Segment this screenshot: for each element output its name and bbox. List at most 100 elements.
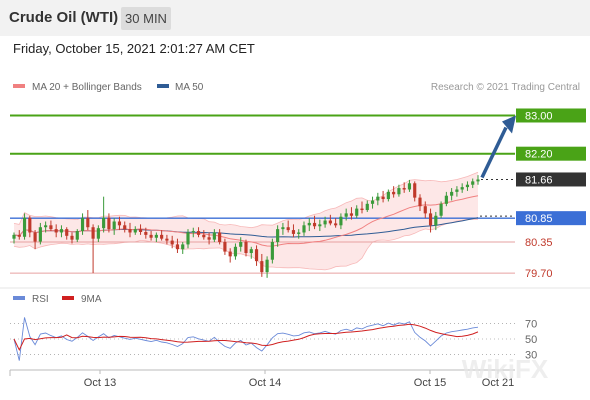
candle: [386, 189, 390, 202]
instrument-title: Crude Oil (WTI): [9, 9, 119, 26]
candle-body: [439, 203, 443, 216]
candle-body: [344, 213, 348, 217]
candle-body: [138, 229, 143, 232]
candle: [233, 243, 238, 260]
candle-body: [12, 234, 16, 239]
candle-body: [218, 232, 222, 243]
rsi-ma-line: [13, 323, 479, 351]
candle-body: [276, 229, 280, 243]
ma50-legend-swatch: [157, 84, 169, 88]
candle-body: [254, 249, 259, 262]
candle: [349, 207, 354, 220]
candle: [107, 213, 111, 233]
candle-body: [149, 234, 153, 238]
candle: [307, 218, 311, 232]
candle: [33, 230, 37, 250]
x-axis: Oct 13 Oct 14 Oct 15 Oct 21: [9, 370, 514, 389]
candle-body: [160, 234, 164, 239]
candle-body: [202, 234, 206, 238]
candle: [370, 196, 375, 209]
price-label: 80.85: [525, 213, 553, 225]
candle-body: [44, 225, 48, 228]
candle-body: [370, 200, 375, 204]
candle-body: [355, 208, 359, 216]
candle-body: [249, 249, 253, 254]
candle: [270, 238, 274, 264]
timestamp: Friday, October 15, 2021 2:01:27 AM CET: [13, 41, 255, 56]
candle-body: [65, 229, 69, 236]
candle-body: [265, 259, 269, 273]
candle-body: [455, 189, 459, 192]
timeframe-badge[interactable]: 30 MIN: [121, 7, 171, 30]
candle-body: [59, 229, 64, 233]
candle: [323, 216, 327, 228]
x-tick-label: Oct 14: [249, 377, 281, 389]
candle: [123, 221, 127, 233]
candle-body: [80, 218, 85, 232]
candle: [202, 230, 206, 240]
candle-body: [307, 222, 311, 226]
candle: [228, 248, 232, 263]
candle: [423, 201, 427, 219]
candle: [207, 232, 211, 245]
x-tick-label: Oct 21: [482, 377, 514, 389]
candle: [249, 246, 253, 259]
price-label: 80.35: [525, 237, 553, 249]
candle: [360, 201, 364, 214]
candle: [165, 234, 169, 245]
candle: [407, 179, 412, 192]
candle-body: [117, 221, 122, 226]
ma20-legend-label: MA 20 + Bollinger Bands: [32, 82, 142, 93]
candle: [102, 196, 106, 233]
candle-body: [212, 232, 216, 240]
candle: [144, 227, 148, 239]
candle: [191, 227, 195, 238]
candle-body: [54, 229, 58, 233]
candle: [59, 225, 64, 238]
candle-body: [392, 191, 396, 195]
candle-body: [476, 179, 480, 182]
candle: [75, 229, 79, 243]
candle-body: [239, 242, 243, 247]
rsi-level-label: 70: [525, 319, 537, 331]
chart-header: Crude Oil (WTI) 30 MIN: [0, 0, 590, 36]
candle-body: [181, 244, 185, 250]
candle-body: [407, 183, 412, 190]
candle: [154, 232, 158, 243]
candle: [70, 232, 74, 244]
candle-body: [233, 246, 238, 257]
candle: [434, 211, 438, 231]
candle: [392, 186, 396, 198]
candle-body: [450, 191, 454, 196]
candle: [471, 178, 475, 189]
candle-body: [91, 227, 95, 239]
candle-body: [28, 217, 32, 233]
candle: [160, 230, 164, 241]
candle-body: [465, 184, 470, 188]
candle: [286, 220, 290, 233]
rsi-ma-legend-label: 9MA: [81, 294, 102, 305]
candle-body: [49, 225, 53, 230]
candle: [181, 242, 185, 254]
target-arrow: [480, 115, 516, 179]
candle: [328, 214, 332, 226]
candle-body: [102, 217, 106, 229]
rsi-level-label: 50: [525, 334, 537, 346]
candle: [376, 192, 380, 206]
candle: [149, 231, 153, 241]
candle: [239, 237, 243, 252]
candle-body: [165, 238, 169, 241]
candle: [297, 229, 301, 239]
candle: [244, 239, 248, 257]
price-label: 81.66: [525, 174, 553, 186]
candle: [334, 218, 338, 228]
candle-body: [128, 229, 132, 233]
candle-body: [223, 242, 227, 252]
candle: [22, 213, 27, 240]
price-label: 82.20: [525, 149, 553, 161]
candle-body: [17, 234, 21, 237]
candle-body: [339, 216, 343, 226]
candle: [175, 238, 180, 254]
candle: [302, 221, 306, 236]
